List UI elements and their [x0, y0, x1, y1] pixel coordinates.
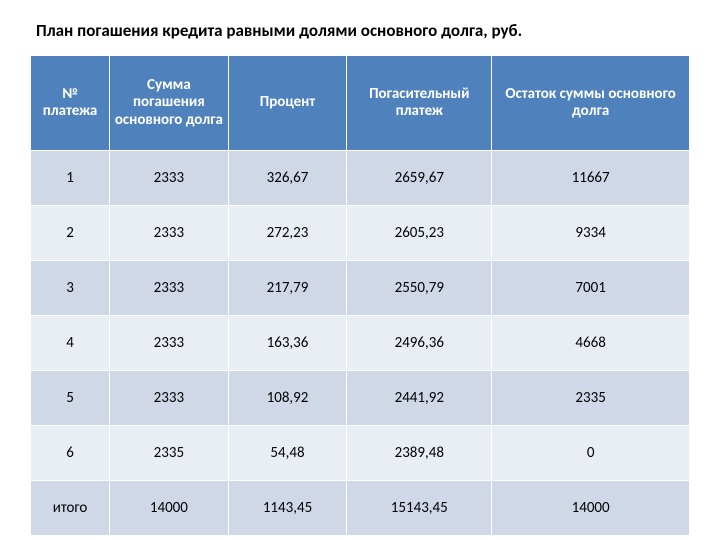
cell-interest: 217,79 — [228, 261, 347, 316]
table-row: 1 2333 326,67 2659,67 11667 — [31, 151, 690, 206]
cell-balance: 0 — [492, 426, 690, 481]
cell-payment: 2496,36 — [347, 316, 492, 371]
cell-balance: 7001 — [492, 261, 690, 316]
cell-balance: 9334 — [492, 206, 690, 261]
page-title: План погашения кредита равными долями ос… — [30, 20, 690, 41]
cell-principal: 2333 — [110, 151, 229, 206]
cell-payment: 2550,79 — [347, 261, 492, 316]
cell-payment: 15143,45 — [347, 481, 492, 536]
cell-payment: 2605,23 — [347, 206, 492, 261]
table-row: 5 2333 108,92 2441,92 2335 — [31, 371, 690, 426]
cell-balance: 14000 — [492, 481, 690, 536]
table-row-total: итого 14000 1143,45 15143,45 14000 — [31, 481, 690, 536]
cell-number: итого — [31, 481, 110, 536]
cell-payment: 2441,92 — [347, 371, 492, 426]
cell-principal: 2333 — [110, 316, 229, 371]
cell-principal: 2333 — [110, 371, 229, 426]
cell-interest: 326,67 — [228, 151, 347, 206]
col-header-principal: Сумма погашения основного долга — [110, 56, 229, 151]
cell-interest: 54,48 — [228, 426, 347, 481]
cell-principal: 2335 — [110, 426, 229, 481]
cell-number: 3 — [31, 261, 110, 316]
table-row: 4 2333 163,36 2496,36 4668 — [31, 316, 690, 371]
repayment-table: № платежа Сумма погашения основного долг… — [30, 55, 690, 536]
cell-number: 1 — [31, 151, 110, 206]
cell-interest: 163,36 — [228, 316, 347, 371]
col-header-number: № платежа — [31, 56, 110, 151]
cell-balance: 4668 — [492, 316, 690, 371]
cell-interest: 272,23 — [228, 206, 347, 261]
cell-principal: 2333 — [110, 206, 229, 261]
table-row: 2 2333 272,23 2605,23 9334 — [31, 206, 690, 261]
cell-number: 5 — [31, 371, 110, 426]
cell-number: 2 — [31, 206, 110, 261]
cell-principal: 2333 — [110, 261, 229, 316]
cell-payment: 2389,48 — [347, 426, 492, 481]
col-header-interest: Процент — [228, 56, 347, 151]
cell-balance: 11667 — [492, 151, 690, 206]
cell-interest: 1143,45 — [228, 481, 347, 536]
cell-number: 6 — [31, 426, 110, 481]
table-header-row: № платежа Сумма погашения основного долг… — [31, 56, 690, 151]
cell-payment: 2659,67 — [347, 151, 492, 206]
cell-principal: 14000 — [110, 481, 229, 536]
cell-balance: 2335 — [492, 371, 690, 426]
table-row: 6 2335 54,48 2389,48 0 — [31, 426, 690, 481]
cell-number: 4 — [31, 316, 110, 371]
table-row: 3 2333 217,79 2550,79 7001 — [31, 261, 690, 316]
col-header-balance: Остаток суммы основного долга — [492, 56, 690, 151]
cell-interest: 108,92 — [228, 371, 347, 426]
col-header-payment: Погасительный платеж — [347, 56, 492, 151]
